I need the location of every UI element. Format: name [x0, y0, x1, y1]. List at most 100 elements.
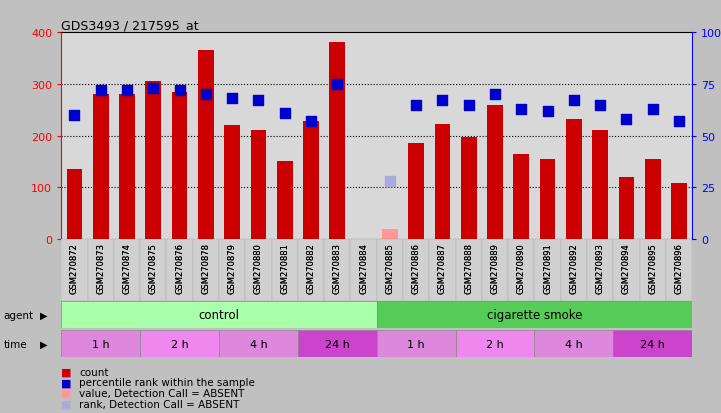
- Text: 1 h: 1 h: [92, 339, 110, 349]
- Bar: [614, 240, 640, 301]
- Point: [541, 108, 553, 115]
- Bar: [277, 162, 293, 240]
- Text: 2 h: 2 h: [486, 339, 504, 349]
- Text: GSM270892: GSM270892: [570, 243, 578, 293]
- Point: [252, 98, 264, 104]
- Text: cigarette smoke: cigarette smoke: [487, 309, 582, 321]
- Text: GSM270874: GSM270874: [123, 243, 131, 293]
- Text: GSM270890: GSM270890: [517, 243, 526, 293]
- Text: ■: ■: [61, 367, 72, 377]
- Bar: [487, 105, 503, 240]
- Text: GSM270876: GSM270876: [175, 243, 184, 294]
- Bar: [671, 184, 687, 240]
- Text: GSM270886: GSM270886: [412, 243, 420, 294]
- Text: time: time: [4, 339, 27, 349]
- Bar: [508, 240, 534, 301]
- Text: GSM270872: GSM270872: [70, 243, 79, 293]
- Text: GSM270880: GSM270880: [254, 243, 263, 293]
- Bar: [614, 330, 692, 357]
- Bar: [350, 240, 376, 301]
- Point: [463, 102, 474, 109]
- Text: ■: ■: [61, 388, 72, 398]
- Text: GSM270883: GSM270883: [333, 243, 342, 294]
- Text: GSM270882: GSM270882: [306, 243, 316, 293]
- Point: [384, 178, 396, 185]
- Bar: [377, 330, 456, 357]
- Text: GSM270886: GSM270886: [412, 243, 420, 294]
- Bar: [540, 159, 555, 240]
- Text: GSM270896: GSM270896: [675, 243, 684, 293]
- Text: GSM270895: GSM270895: [648, 243, 658, 293]
- Text: value, Detection Call = ABSENT: value, Detection Call = ABSENT: [79, 388, 244, 398]
- Bar: [119, 95, 135, 240]
- Point: [673, 119, 685, 125]
- Bar: [619, 178, 634, 240]
- Text: GSM270883: GSM270883: [333, 243, 342, 294]
- Text: GSM270879: GSM270879: [228, 243, 236, 293]
- Text: GSM270889: GSM270889: [490, 243, 500, 293]
- Text: GSM270884: GSM270884: [359, 243, 368, 293]
- Text: GSM270873: GSM270873: [96, 243, 105, 294]
- Text: GDS3493 / 217595_at: GDS3493 / 217595_at: [61, 19, 199, 32]
- Text: count: count: [79, 367, 109, 377]
- Bar: [140, 240, 167, 301]
- Bar: [87, 240, 114, 301]
- Point: [490, 92, 501, 98]
- Bar: [403, 240, 429, 301]
- Text: GSM270875: GSM270875: [149, 243, 158, 293]
- Text: GSM270894: GSM270894: [622, 243, 631, 293]
- Text: GSM270888: GSM270888: [464, 243, 473, 294]
- Text: GSM270889: GSM270889: [490, 243, 500, 293]
- Text: agent: agent: [4, 310, 34, 320]
- Point: [621, 116, 632, 123]
- Point: [305, 119, 317, 125]
- Bar: [251, 131, 266, 240]
- Bar: [640, 240, 666, 301]
- Point: [332, 81, 343, 88]
- Text: control: control: [198, 309, 239, 321]
- Bar: [456, 330, 534, 357]
- Bar: [224, 126, 240, 240]
- Text: percentile rank within the sample: percentile rank within the sample: [79, 377, 255, 387]
- Point: [121, 88, 133, 94]
- Text: GSM270893: GSM270893: [596, 243, 605, 293]
- Bar: [456, 240, 482, 301]
- Bar: [592, 131, 608, 240]
- Text: GSM270887: GSM270887: [438, 243, 447, 294]
- Bar: [172, 93, 187, 240]
- Text: GSM270881: GSM270881: [280, 243, 289, 293]
- Point: [410, 102, 422, 109]
- Text: GSM270887: GSM270887: [438, 243, 447, 294]
- Text: GSM270895: GSM270895: [648, 243, 658, 293]
- Text: 1 h: 1 h: [407, 339, 425, 349]
- Text: ▶: ▶: [40, 339, 47, 349]
- Bar: [376, 240, 403, 301]
- Point: [279, 110, 291, 117]
- Bar: [146, 82, 162, 240]
- Bar: [298, 240, 324, 301]
- Bar: [513, 154, 529, 240]
- Bar: [61, 330, 140, 357]
- Text: GSM270880: GSM270880: [254, 243, 263, 293]
- Bar: [324, 240, 350, 301]
- Text: GSM270878: GSM270878: [201, 243, 211, 294]
- Bar: [167, 240, 193, 301]
- Bar: [534, 240, 561, 301]
- Text: rank, Detection Call = ABSENT: rank, Detection Call = ABSENT: [79, 399, 239, 409]
- Text: GSM270885: GSM270885: [385, 243, 394, 293]
- Bar: [298, 330, 377, 357]
- Bar: [566, 120, 582, 240]
- Text: 24 h: 24 h: [325, 339, 350, 349]
- Text: 4 h: 4 h: [249, 339, 267, 349]
- Bar: [482, 240, 508, 301]
- Bar: [219, 330, 298, 357]
- Text: 2 h: 2 h: [171, 339, 188, 349]
- Bar: [587, 240, 614, 301]
- Bar: [61, 240, 87, 301]
- Text: GSM270884: GSM270884: [359, 243, 368, 293]
- Text: ■: ■: [61, 377, 72, 387]
- Text: GSM270894: GSM270894: [622, 243, 631, 293]
- Text: GSM270888: GSM270888: [464, 243, 473, 294]
- Text: GSM270872: GSM270872: [70, 243, 79, 293]
- Text: 4 h: 4 h: [565, 339, 583, 349]
